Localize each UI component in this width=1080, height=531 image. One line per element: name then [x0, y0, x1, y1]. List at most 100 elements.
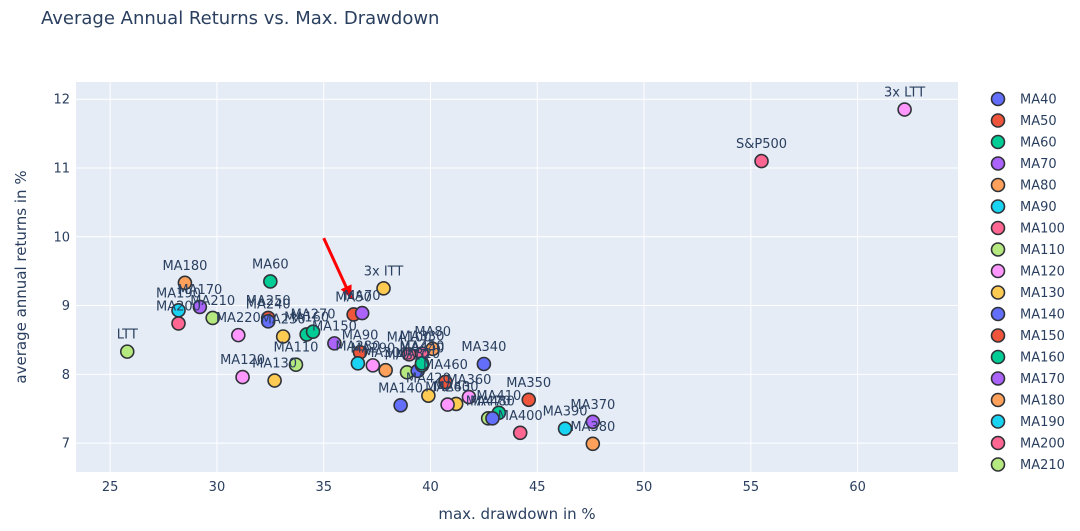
- legend-marker: [990, 263, 1006, 279]
- legend-marker: [990, 285, 1006, 300]
- data-point-label: MA260: [425, 381, 470, 396]
- data-point-label: MA70: [344, 289, 381, 304]
- data-point: [350, 356, 366, 371]
- data-point: [267, 373, 282, 388]
- data-point-label: MA250: [246, 294, 291, 309]
- x-axis-title: max. drawdown in %: [438, 505, 595, 523]
- data-point-label: MA350: [506, 376, 551, 391]
- legend-item-label: MA130: [1020, 286, 1065, 301]
- legend-item-label: MA90: [1020, 200, 1057, 215]
- data-point: [476, 356, 492, 372]
- x-tick-label: 25: [102, 480, 119, 495]
- legend-item-label: MA100: [1020, 222, 1065, 237]
- legend-item-label: MA40: [1020, 93, 1057, 108]
- data-point: [205, 310, 220, 326]
- data-point-label: MA360: [446, 373, 491, 388]
- legend-item-label: MA170: [1020, 372, 1065, 387]
- data-point: [177, 275, 193, 291]
- data-point-label: MA60: [252, 257, 289, 272]
- data-point-label: MA460: [423, 358, 468, 373]
- data-point: [557, 421, 573, 436]
- legend-marker: [990, 306, 1006, 322]
- data-point: [119, 344, 135, 359]
- data-point: [171, 316, 186, 331]
- y-tick-label: 10: [53, 230, 70, 245]
- data-point-label: LTT: [117, 328, 138, 343]
- data-point: [585, 414, 601, 430]
- legend-item-label: MA190: [1020, 415, 1065, 430]
- data-point: [461, 389, 477, 405]
- data-point-label: MA280: [335, 339, 380, 354]
- legend-item-label: MA50: [1020, 114, 1057, 129]
- data-point-label: MA300: [363, 346, 408, 361]
- x-tick-label: 55: [743, 480, 760, 495]
- data-point: [235, 369, 250, 385]
- legend-item-label: MA200: [1020, 437, 1065, 452]
- data-point-label: MA470: [466, 394, 511, 409]
- data-point-label: MA270: [291, 308, 336, 323]
- data-point-label: MA390: [543, 405, 588, 420]
- legend-item-label: MA110: [1020, 243, 1065, 258]
- x-tick-label: 40: [422, 480, 439, 495]
- data-point-label: MA100: [387, 330, 432, 345]
- legend-marker: [990, 457, 1006, 472]
- data-point: [393, 397, 408, 413]
- y-tick-label: 7: [62, 437, 70, 452]
- data-point: [512, 425, 528, 441]
- data-point-label: MA50: [335, 290, 372, 305]
- data-point: [275, 329, 291, 344]
- data-point: [231, 327, 246, 343]
- data-point-label: MA140: [378, 381, 423, 396]
- y-tick-label: 12: [53, 93, 70, 108]
- data-point: [485, 411, 500, 426]
- data-point-label: MA290: [350, 341, 395, 356]
- data-point-label: MA370: [570, 398, 615, 413]
- legend-marker: [990, 134, 1006, 150]
- legend-marker: [990, 414, 1006, 429]
- y-tick-label: 8: [62, 368, 70, 383]
- data-point-label: MA380: [570, 420, 615, 435]
- data-point: [521, 392, 537, 408]
- data-point-label: MA230: [261, 312, 306, 327]
- data-point: [288, 357, 304, 372]
- x-tick-label: 30: [209, 480, 226, 495]
- data-point: [378, 362, 393, 378]
- data-point-label: MA440: [399, 341, 444, 356]
- legend-item-label: MA210: [1020, 458, 1065, 473]
- data-point-label: MA430: [434, 380, 479, 395]
- data-point-label: MA150: [312, 319, 357, 334]
- legend-marker: [990, 177, 1006, 193]
- legend-marker: [990, 392, 1006, 408]
- data-point-label: MA170: [177, 283, 222, 298]
- data-point-label: MA220: [216, 311, 261, 326]
- data-point-label: MA420: [406, 372, 451, 387]
- data-point-label: MA320: [395, 347, 440, 362]
- data-point-label: MA410: [476, 389, 521, 404]
- data-point: [192, 299, 208, 315]
- annotation-arrow-head: [340, 284, 352, 299]
- x-tick-label: 35: [315, 480, 332, 495]
- data-point-label: S&P500: [736, 137, 787, 152]
- data-point: [414, 356, 430, 371]
- legend-item-label: MA80: [1020, 179, 1057, 194]
- x-tick-label: 50: [636, 480, 653, 495]
- legend-item-label: MA120: [1020, 265, 1065, 280]
- legend-item-label: MA60: [1020, 136, 1057, 151]
- data-point: [438, 374, 453, 390]
- legend-marker: [990, 349, 1006, 365]
- data-point-label: MA400: [498, 409, 543, 424]
- data-point-label: MA110: [273, 341, 318, 356]
- data-point-label: MA210: [190, 294, 235, 309]
- chart-title: Average Annual Returns vs. Max. Drawdown: [41, 8, 440, 29]
- legend-item-label: MA180: [1020, 394, 1065, 409]
- plot-area: [76, 82, 958, 472]
- legend-marker: [990, 199, 1006, 214]
- legend-marker: [990, 156, 1006, 171]
- legend-item-label: MA140: [1020, 308, 1065, 323]
- data-point: [354, 305, 370, 321]
- data-point-label: MA120: [220, 353, 265, 368]
- data-point-label: MA190: [156, 286, 201, 301]
- data-point-label: MA310: [385, 348, 430, 363]
- legend-marker: [990, 371, 1006, 386]
